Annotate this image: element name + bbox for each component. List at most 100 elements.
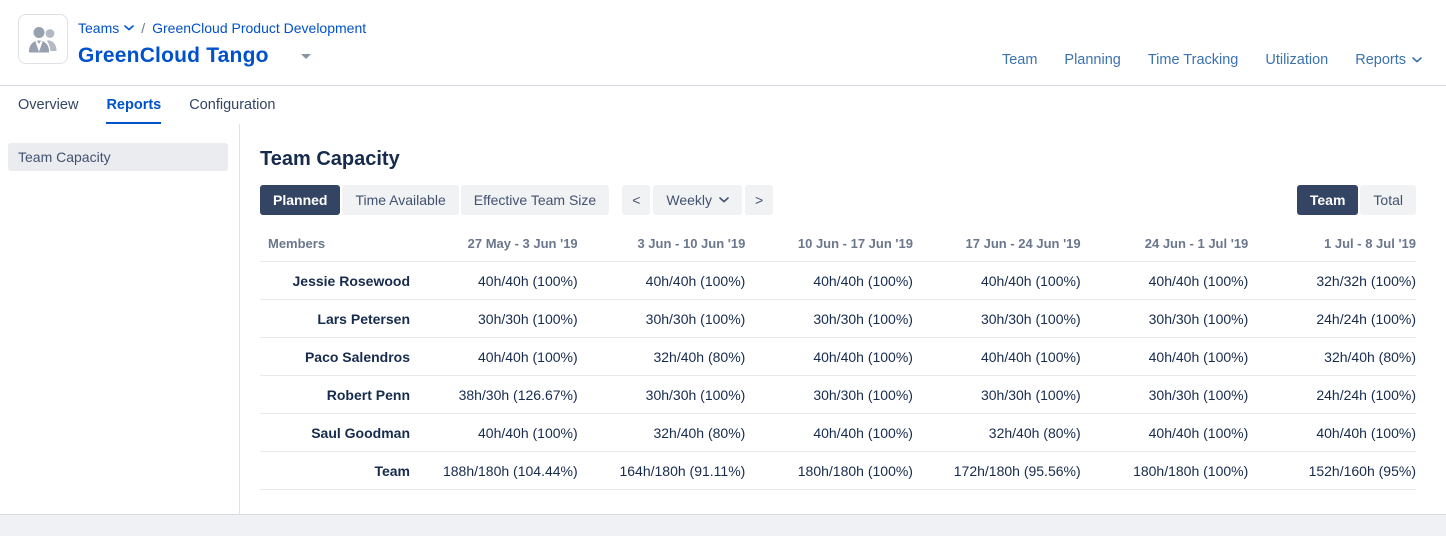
capacity-cell: 40h/40h (100%) bbox=[410, 262, 578, 300]
capacity-cell: 40h/40h (100%) bbox=[410, 414, 578, 452]
week-column-header: 24 Jun - 1 Jul '19 bbox=[1081, 236, 1249, 262]
tab-configuration[interactable]: Configuration bbox=[189, 86, 275, 124]
capacity-cell: 40h/40h (100%) bbox=[578, 262, 746, 300]
week-column-header: 1 Jul - 8 Jul '19 bbox=[1248, 236, 1416, 262]
capacity-cell: 24h/24h (100%) bbox=[1248, 376, 1416, 414]
breadcrumb: Teams / GreenCloud Product Development bbox=[78, 20, 366, 36]
capacity-cell: 30h/30h (100%) bbox=[913, 376, 1081, 414]
capacity-cell: 32h/40h (80%) bbox=[578, 414, 746, 452]
view-button-group: Planned Time Available Effective Team Si… bbox=[260, 185, 609, 215]
capacity-cell: 30h/30h (100%) bbox=[1081, 300, 1249, 338]
capacity-cell: 30h/30h (100%) bbox=[410, 300, 578, 338]
sidebar-item-team-capacity[interactable]: Team Capacity bbox=[8, 143, 228, 171]
nav-label: Team bbox=[1002, 52, 1037, 68]
time-available-button[interactable]: Time Available bbox=[342, 185, 458, 215]
scope-team-button[interactable]: Team bbox=[1297, 185, 1359, 215]
period-nav-group: < Weekly > bbox=[622, 185, 773, 215]
member-row: Paco Salendros40h/40h (100%)32h/40h (80%… bbox=[260, 338, 1416, 376]
week-column-header: 27 May - 3 Jun '19 bbox=[410, 236, 578, 262]
capacity-cell: 40h/40h (100%) bbox=[913, 262, 1081, 300]
capacity-cell: 40h/40h (100%) bbox=[913, 338, 1081, 376]
group-people-icon bbox=[26, 24, 60, 54]
tab-reports[interactable]: Reports bbox=[106, 86, 161, 124]
capacity-cell: 40h/40h (100%) bbox=[1248, 414, 1416, 452]
planned-button[interactable]: Planned bbox=[260, 185, 340, 215]
tab-bar: Overview Reports Configuration bbox=[0, 85, 1446, 124]
capacity-cell: 30h/30h (100%) bbox=[578, 376, 746, 414]
week-column-header: 3 Jun - 10 Jun '19 bbox=[578, 236, 746, 262]
nav-item-reports[interactable]: Reports bbox=[1355, 52, 1422, 68]
week-column-header: 17 Jun - 24 Jun '19 bbox=[913, 236, 1081, 262]
capacity-cell-over: 188h/180h (104.44%) bbox=[410, 452, 578, 490]
member-name-cell: Saul Goodman bbox=[260, 414, 410, 452]
members-column-header: Members bbox=[260, 236, 410, 262]
capacity-cell: 40h/40h (100%) bbox=[745, 262, 913, 300]
capacity-cell: 152h/160h (95%) bbox=[1248, 452, 1416, 490]
tab-overview[interactable]: Overview bbox=[18, 86, 78, 124]
capacity-cell: 40h/40h (100%) bbox=[745, 414, 913, 452]
nav-label: Reports bbox=[1355, 52, 1406, 68]
report-toolbar: Planned Time Available Effective Team Si… bbox=[260, 185, 1416, 215]
nav-label: Utilization bbox=[1265, 52, 1328, 68]
member-row: Robert Penn38h/30h (126.67%)30h/30h (100… bbox=[260, 376, 1416, 414]
capacity-cell-over: 38h/30h (126.67%) bbox=[410, 376, 578, 414]
team-total-label: Team bbox=[260, 452, 410, 490]
capacity-cell: 164h/180h (91.11%) bbox=[578, 452, 746, 490]
team-avatar bbox=[18, 14, 68, 64]
next-period-button[interactable]: > bbox=[745, 185, 773, 215]
member-name-cell: Paco Salendros bbox=[260, 338, 410, 376]
capacity-cell: 40h/40h (100%) bbox=[745, 338, 913, 376]
effective-team-size-button[interactable]: Effective Team Size bbox=[461, 185, 609, 215]
scope-total-button[interactable]: Total bbox=[1360, 185, 1416, 215]
capacity-cell: 40h/40h (100%) bbox=[1081, 414, 1249, 452]
capacity-cell: 30h/30h (100%) bbox=[578, 300, 746, 338]
breadcrumb-teams-label: Teams bbox=[78, 20, 119, 36]
nav-label: Planning bbox=[1064, 52, 1120, 68]
breadcrumb-parent-team-link[interactable]: GreenCloud Product Development bbox=[152, 20, 366, 36]
main-area: Team Capacity Team Capacity Planned Time… bbox=[0, 124, 1446, 514]
capacity-cell: 32h/32h (100%) bbox=[1248, 262, 1416, 300]
team-total-row: Team188h/180h (104.44%)164h/180h (91.11%… bbox=[260, 452, 1416, 490]
capacity-cell: 24h/24h (100%) bbox=[1248, 300, 1416, 338]
capacity-cell: 30h/30h (100%) bbox=[745, 300, 913, 338]
previous-period-button[interactable]: < bbox=[622, 185, 650, 215]
capacity-cell: 32h/40h (80%) bbox=[1248, 338, 1416, 376]
week-column-header: 10 Jun - 17 Jun '19 bbox=[745, 236, 913, 262]
chevron-down-icon bbox=[124, 25, 134, 31]
report-title: Team Capacity bbox=[260, 148, 1416, 171]
capacity-cell: 32h/40h (80%) bbox=[578, 338, 746, 376]
capacity-cell: 30h/30h (100%) bbox=[745, 376, 913, 414]
capacity-cell: 172h/180h (95.56%) bbox=[913, 452, 1081, 490]
table-header-row: Members27 May - 3 Jun '193 Jun - 10 Jun … bbox=[260, 236, 1416, 262]
nav-label: Time Tracking bbox=[1148, 52, 1239, 68]
capacity-cell: 180h/180h (100%) bbox=[745, 452, 913, 490]
member-name-cell: Robert Penn bbox=[260, 376, 410, 414]
capacity-cell: 30h/30h (100%) bbox=[913, 300, 1081, 338]
app-window: Teams / GreenCloud Product Development G… bbox=[0, 0, 1446, 515]
title-dropdown-icon[interactable] bbox=[301, 54, 311, 59]
page-title: GreenCloud Tango bbox=[78, 44, 269, 68]
capacity-cell: 40h/40h (100%) bbox=[410, 338, 578, 376]
granularity-label: Weekly bbox=[666, 192, 712, 208]
member-row: Saul Goodman40h/40h (100%)32h/40h (80%)4… bbox=[260, 414, 1416, 452]
capacity-cell: 180h/180h (100%) bbox=[1081, 452, 1249, 490]
sidebar: Team Capacity bbox=[0, 124, 240, 514]
title-row: GreenCloud Tango bbox=[78, 44, 311, 68]
page-header: Teams / GreenCloud Product Development G… bbox=[0, 0, 1446, 85]
member-row: Jessie Rosewood40h/40h (100%)40h/40h (10… bbox=[260, 262, 1416, 300]
chevron-down-icon bbox=[1412, 57, 1422, 63]
report-content: Team Capacity Planned Time Available Eff… bbox=[240, 124, 1446, 514]
capacity-cell: 40h/40h (100%) bbox=[1081, 338, 1249, 376]
breadcrumb-teams-link[interactable]: Teams bbox=[78, 20, 134, 36]
nav-item-team[interactable]: Team bbox=[1002, 52, 1037, 68]
member-name-cell: Jessie Rosewood bbox=[260, 262, 410, 300]
nav-item-utilization[interactable]: Utilization bbox=[1265, 52, 1328, 68]
capacity-cell: 30h/30h (100%) bbox=[1081, 376, 1249, 414]
member-row: Lars Petersen30h/30h (100%)30h/30h (100%… bbox=[260, 300, 1416, 338]
scope-toggle-group: Team Total bbox=[1297, 185, 1416, 215]
top-nav: Team Planning Time Tracking Utilization … bbox=[1002, 52, 1422, 68]
granularity-dropdown[interactable]: Weekly bbox=[653, 185, 742, 215]
nav-item-planning[interactable]: Planning bbox=[1064, 52, 1120, 68]
nav-item-time-tracking[interactable]: Time Tracking bbox=[1148, 52, 1239, 68]
breadcrumb-separator: / bbox=[141, 20, 145, 36]
